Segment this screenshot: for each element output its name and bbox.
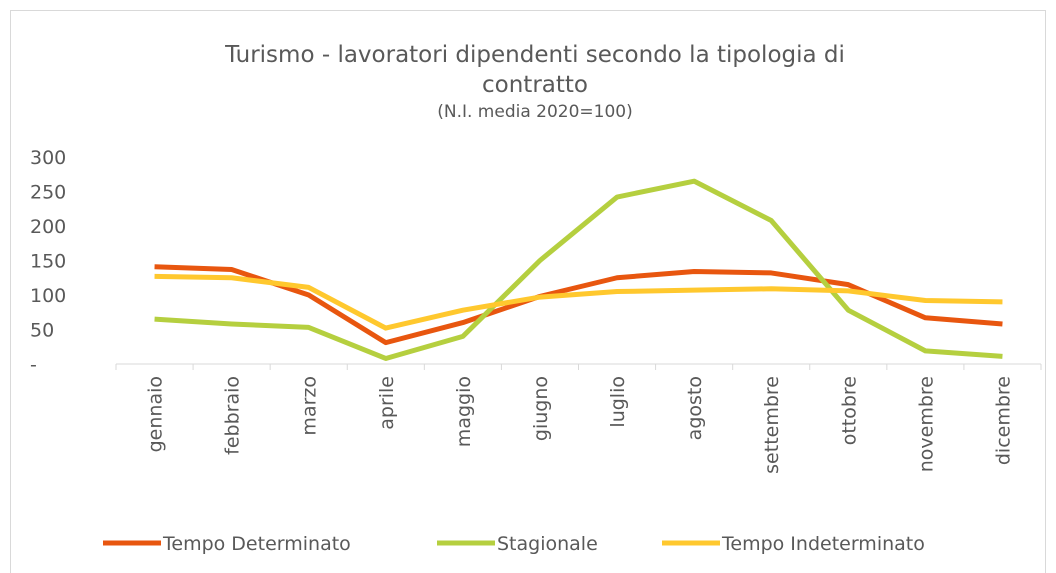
x-tick-label: dicembre: [992, 376, 1014, 465]
y-tick-label: 150: [30, 251, 66, 273]
chart-title: Turismo - lavoratori dipendenti secondo …: [225, 42, 845, 98]
x-tick-label: maggio: [453, 376, 475, 447]
x-tick-label: novembre: [915, 376, 937, 472]
x-tick-label: agosto: [684, 376, 706, 440]
chart-border: [10, 10, 1046, 573]
x-tick-label: aprile: [376, 376, 398, 430]
legend-label: Tempo Determinato: [162, 533, 351, 555]
chart-subtitle: (N.I. media 2020=100): [437, 102, 633, 122]
x-tick-label: ottobre: [838, 376, 860, 445]
x-tick-label: gennaio: [145, 376, 167, 452]
y-tick-label: 300: [30, 147, 66, 169]
y-tick-label: 250: [30, 182, 66, 204]
y-tick-label: 50: [30, 320, 54, 342]
line-series: [154, 178, 1003, 361]
x-tick-label: giugno: [530, 376, 552, 441]
y-tick-label: 100: [30, 285, 66, 307]
y-tick-label: -: [30, 354, 37, 376]
y-tick-label: 200: [30, 216, 66, 238]
x-tick-label: febbraio: [222, 376, 244, 455]
legend-label: Tempo Indeterminato: [721, 533, 925, 555]
x-tick-label: luglio: [607, 376, 629, 428]
x-tick-label: settembre: [761, 376, 783, 474]
line-series: [154, 264, 1003, 346]
x-tick-label: marzo: [299, 376, 321, 436]
legend-label: Stagionale: [497, 533, 598, 555]
line-series: [154, 273, 1003, 331]
